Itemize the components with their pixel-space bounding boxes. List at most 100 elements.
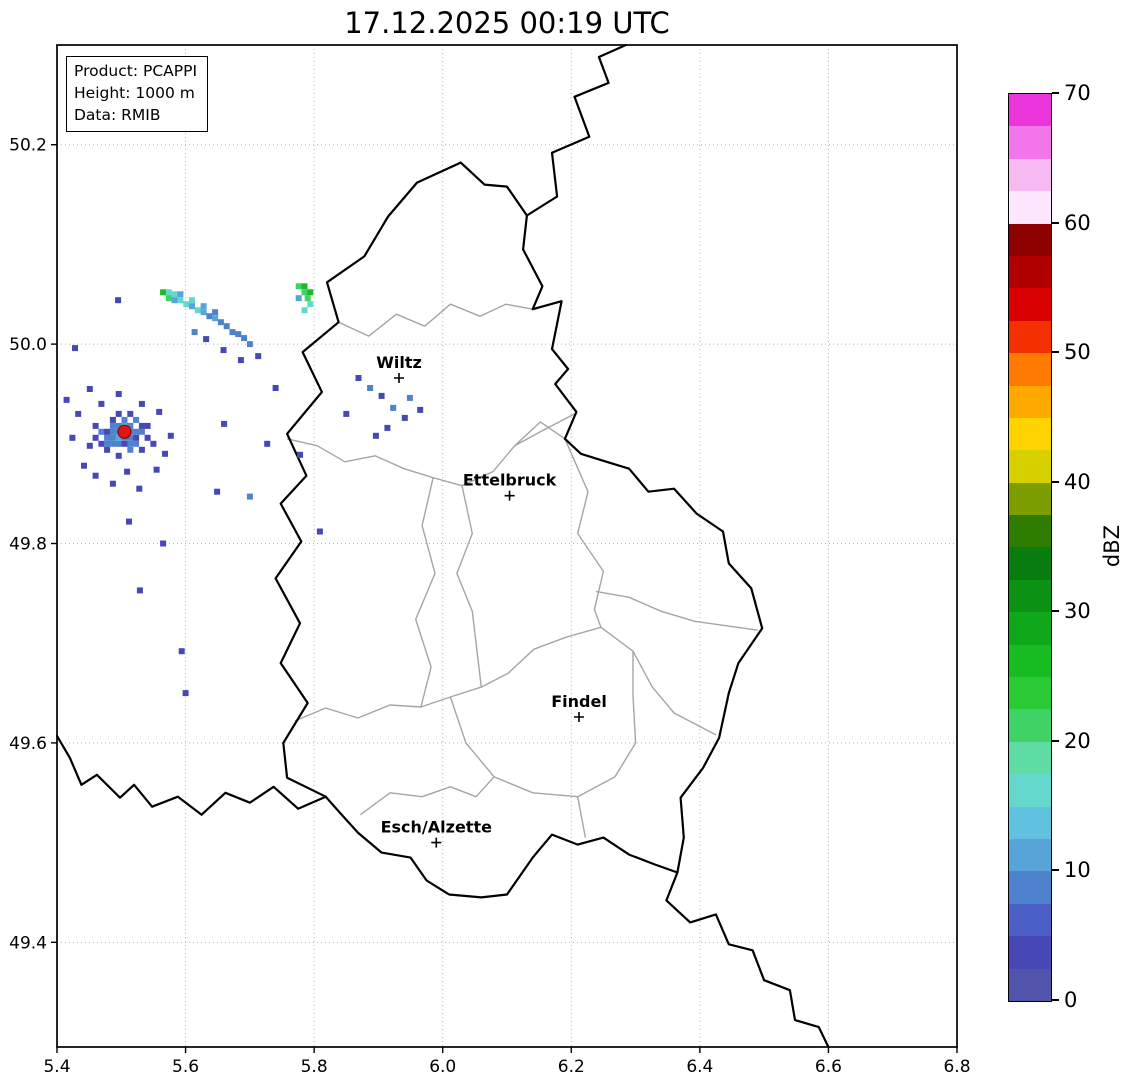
city-label: Findel bbox=[551, 692, 607, 711]
neighbor-country-border bbox=[665, 871, 830, 1049]
radar-echo-cell bbox=[104, 440, 111, 447]
radar-echo-cell bbox=[104, 428, 111, 435]
colorbar-segment bbox=[1009, 579, 1051, 613]
x-tick-label: 5.8 bbox=[301, 1057, 328, 1077]
x-tick-label: 6.0 bbox=[429, 1057, 456, 1077]
colorbar-segment bbox=[1009, 838, 1051, 872]
district-border bbox=[595, 590, 758, 631]
radar-echo-cell bbox=[200, 303, 207, 310]
radar-echo-cell bbox=[183, 301, 190, 308]
colorbar-tick bbox=[1052, 610, 1059, 613]
district-border bbox=[577, 796, 587, 838]
radar-echo-cell bbox=[223, 323, 230, 330]
colorbar-segment bbox=[1009, 417, 1051, 451]
radar-echo-cell bbox=[160, 540, 167, 547]
radar-echo-cell bbox=[138, 422, 145, 429]
radar-echo-cell bbox=[138, 446, 145, 453]
radar-echo-cell bbox=[401, 414, 408, 421]
city-label: Ettelbruck bbox=[463, 471, 557, 490]
radar-echo-cell bbox=[178, 648, 185, 655]
radar-echo-cell bbox=[153, 466, 160, 473]
radar-echo-cell bbox=[212, 315, 219, 322]
radar-echo-cell bbox=[86, 442, 93, 449]
radar-echo-cell bbox=[109, 422, 116, 429]
radar-echo-cell bbox=[406, 394, 413, 401]
radar-echo-cell bbox=[92, 422, 99, 429]
radar-echo-cell bbox=[127, 446, 134, 453]
radar-echo-cell bbox=[75, 410, 82, 417]
info-product: Product: PCAPPI bbox=[74, 62, 198, 80]
x-tick-label: 6.2 bbox=[558, 1057, 585, 1077]
radar-echo-cell bbox=[127, 410, 134, 417]
colorbar-segment bbox=[1009, 709, 1051, 742]
colorbar-segment bbox=[1009, 158, 1051, 192]
radar-echo-cell bbox=[127, 434, 134, 441]
city-label: Esch/Alzette bbox=[381, 818, 493, 837]
plot-area: Wiltz Ettelbruck Findel Esch/Alzette 5.4 5.6 5… bbox=[9, 43, 971, 1077]
radar-echo-cell bbox=[246, 341, 253, 348]
radar-echo-cell bbox=[104, 446, 111, 453]
radar-echo-cell bbox=[81, 462, 87, 469]
district-border bbox=[456, 485, 482, 688]
radar-echo-cell bbox=[165, 289, 172, 296]
radar-echo-cell bbox=[109, 480, 116, 487]
district-border bbox=[415, 477, 436, 708]
colorbar-segment bbox=[1009, 255, 1051, 289]
radar-echo-cell bbox=[138, 428, 145, 435]
colorbar-segment bbox=[1009, 94, 1051, 127]
radar-echo-cell bbox=[390, 404, 397, 411]
colorbar-axis-label: dBZ bbox=[1100, 524, 1124, 568]
radar-echo-cell bbox=[307, 289, 314, 296]
radar-echo-cell bbox=[69, 434, 76, 441]
city-marker bbox=[574, 711, 584, 722]
colorbar-segment bbox=[1009, 612, 1051, 645]
radar-echo-cell bbox=[189, 303, 195, 310]
radar-echo-cell bbox=[133, 440, 140, 447]
radar-echo-cell bbox=[417, 406, 424, 413]
radar-echo-cell bbox=[372, 432, 379, 439]
colorbar-tick bbox=[1052, 221, 1059, 224]
city-label: Wiltz bbox=[376, 353, 422, 372]
radar-echo-cell bbox=[109, 440, 116, 447]
radar-echo-cell bbox=[189, 297, 195, 304]
radar-echo-cell bbox=[98, 428, 105, 435]
radar-echo-cell bbox=[104, 434, 111, 441]
info-height: Height: 1000 m bbox=[74, 84, 195, 102]
radar-echo-cell bbox=[220, 347, 227, 354]
district-border bbox=[449, 651, 637, 798]
radar-echo-cell bbox=[109, 416, 116, 423]
radar-echo-cell bbox=[98, 440, 105, 447]
colorbar-segment bbox=[1009, 871, 1051, 904]
colorbar-segment bbox=[1009, 353, 1051, 386]
district-border bbox=[294, 626, 717, 736]
x-tick-label: 6.4 bbox=[686, 1057, 713, 1077]
radar-echo-cell bbox=[165, 295, 172, 302]
radar-echo-cell bbox=[133, 434, 140, 441]
x-tick-label: 5.6 bbox=[172, 1057, 199, 1077]
colorbar-segment bbox=[1009, 385, 1051, 418]
radar-echo-cell bbox=[301, 307, 308, 314]
radar-echo-cell bbox=[160, 289, 167, 296]
radar-echo-cell bbox=[98, 400, 105, 407]
colorbar-segment bbox=[1009, 126, 1051, 159]
x-tick-label: 6.6 bbox=[815, 1057, 842, 1077]
radar-echo-cell bbox=[171, 291, 178, 298]
radar-echo-cell bbox=[241, 335, 248, 342]
radar-echo-cell bbox=[115, 391, 122, 397]
colorbar-tick bbox=[1052, 999, 1059, 1001]
radar-echo-cell bbox=[92, 434, 99, 441]
colorbar-gradient bbox=[1008, 93, 1052, 1002]
colorbar-segment bbox=[1009, 774, 1051, 807]
colorbar-segment bbox=[1009, 806, 1051, 839]
radar-echo-cell bbox=[138, 400, 145, 407]
radar-echo-cell bbox=[150, 440, 157, 447]
x-tick-label: 6.8 bbox=[943, 1057, 970, 1077]
colorbar-segment bbox=[1009, 223, 1051, 256]
figure-title: 17.12.2025 00:19 UTC bbox=[344, 6, 670, 40]
radar-echo-cell bbox=[212, 309, 219, 316]
district-border bbox=[359, 776, 495, 816]
radar-echo-cell bbox=[136, 587, 143, 594]
radar-echo-cell bbox=[109, 434, 116, 441]
colorbar-segment bbox=[1009, 741, 1051, 775]
